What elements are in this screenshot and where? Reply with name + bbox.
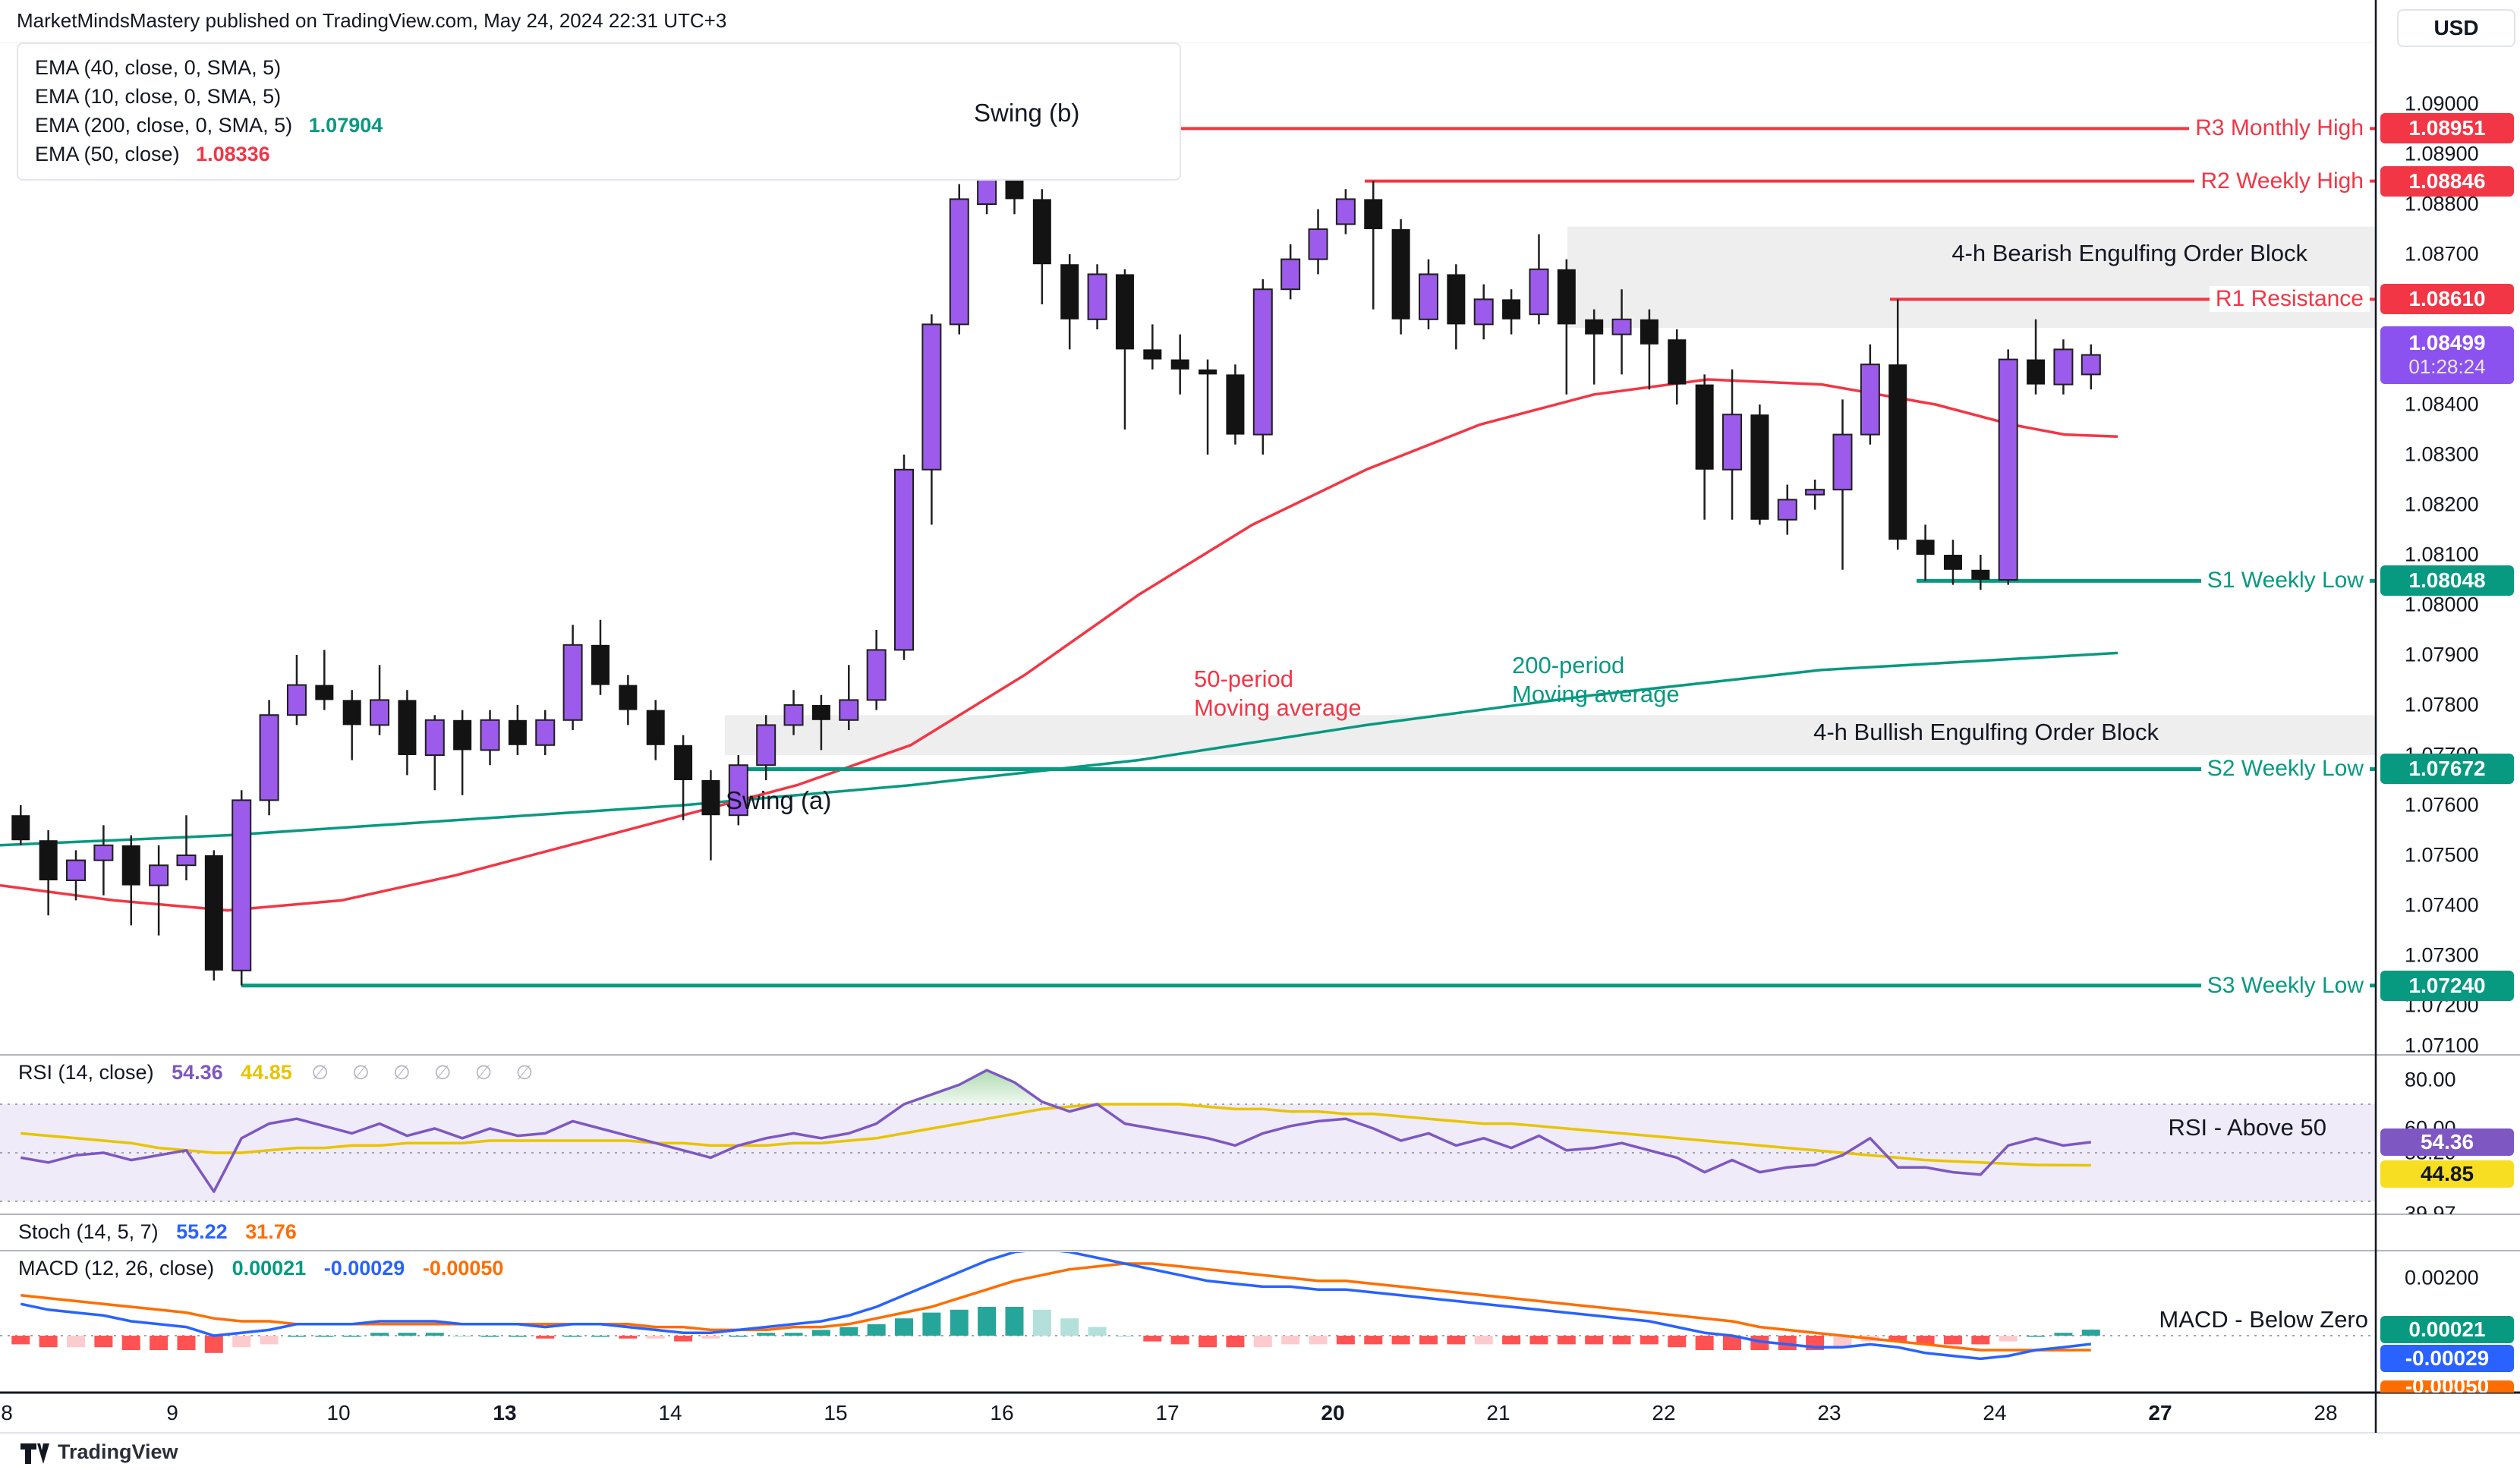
price-axis-tick[interactable]: 1.07300 bbox=[2405, 943, 2479, 967]
level-label-r3[interactable]: R3 Monthly High bbox=[2189, 115, 2370, 142]
tradingview-attribution[interactable]: TradingView bbox=[20, 1439, 178, 1465]
legend-value: 1.08336 bbox=[196, 143, 270, 165]
level-price-badge-s2: 1.07672 bbox=[2380, 754, 2514, 785]
price-axis-tick[interactable]: 1.08300 bbox=[2405, 442, 2479, 466]
macd-signal-value: -0.00050 bbox=[422, 1257, 504, 1280]
zone-label-bullish-ob: 4-h Bullish Engulfing Order Block bbox=[1813, 719, 2159, 745]
stoch-legend-title: Stoch (14, 5, 7) bbox=[18, 1220, 159, 1243]
date-axis-label[interactable]: 28 bbox=[2314, 1401, 2338, 1424]
legend-value: 1.07904 bbox=[308, 114, 383, 137]
legend-label: EMA (50, close) bbox=[35, 143, 180, 165]
level-label-s2[interactable]: S2 Weekly Low bbox=[2200, 756, 2370, 782]
stoch-k-value: 55.22 bbox=[176, 1220, 228, 1243]
rsi-badge: 54.36 bbox=[2380, 1128, 2514, 1157]
annotation-swing-b: Swing (b) bbox=[974, 99, 1080, 127]
price-axis-tick[interactable]: 1.07800 bbox=[2405, 693, 2479, 716]
legend-row-ema50[interactable]: EMA (50, close) 1.08336 bbox=[35, 143, 270, 166]
currency-button[interactable]: USD bbox=[2397, 9, 2515, 47]
legend-label: EMA (40, close, 0, SMA, 5) bbox=[35, 56, 282, 79]
date-axis-label[interactable]: 15 bbox=[824, 1401, 848, 1424]
current-price: 1.08499 bbox=[2408, 331, 2486, 355]
rsi-ma-badge: 44.85 bbox=[2380, 1160, 2514, 1188]
price-axis-tick[interactable]: 1.08900 bbox=[2405, 142, 2479, 165]
macd-legend[interactable]: MACD (12, 26, close) 0.00021 -0.00029 -0… bbox=[18, 1257, 503, 1280]
bar-countdown: 01:28:24 bbox=[2408, 355, 2486, 379]
price-axis-tick[interactable]: 1.09000 bbox=[2405, 92, 2479, 115]
zone-label-bearish-ob: 4-h Bearish Engulfing Order Block bbox=[1951, 240, 2307, 266]
date-axis-label[interactable]: 13 bbox=[493, 1401, 517, 1424]
price-axis-tick[interactable]: 1.07400 bbox=[2405, 893, 2479, 917]
macd-legend-title: MACD (12, 26, close) bbox=[18, 1257, 215, 1280]
price-axis-tick[interactable]: 1.08400 bbox=[2405, 392, 2479, 416]
rsi-legend[interactable]: RSI (14, close) 54.36 44.85 ∅ ∅ ∅ ∅ ∅ ∅ bbox=[18, 1061, 542, 1084]
annotation-macd-note: MACD - Below Zero bbox=[2159, 1306, 2368, 1333]
annotation-ma200-note: 200-period Moving average bbox=[1512, 652, 1680, 707]
rsi-legend-title: RSI (14, close) bbox=[18, 1061, 154, 1084]
price-axis-tick[interactable]: 1.07900 bbox=[2405, 643, 2479, 666]
level-label-r1[interactable]: R1 Resistance bbox=[2209, 286, 2370, 313]
date-axis-label[interactable]: 23 bbox=[1817, 1401, 1841, 1424]
tradingview-brand-text: TradingView bbox=[58, 1440, 178, 1463]
macd-axis-tick[interactable]: 0.00200 bbox=[2405, 1266, 2479, 1289]
current-price-badge: 1.08499 01:28:24 bbox=[2380, 326, 2514, 384]
date-axis-label[interactable]: 8 bbox=[1, 1401, 13, 1424]
rsi-value: 54.36 bbox=[172, 1061, 223, 1084]
level-price-badge-r3: 1.08951 bbox=[2380, 113, 2514, 144]
date-axis-label[interactable]: 17 bbox=[1155, 1401, 1180, 1424]
price-axis-tick[interactable]: 1.08000 bbox=[2405, 593, 2479, 616]
annotation-swing-a: Swing (a) bbox=[726, 786, 832, 814]
rsi-axis-tick-clipped[interactable]: 39.97 bbox=[2405, 1202, 2456, 1214]
level-price-badge-s1: 1.08048 bbox=[2380, 565, 2514, 596]
level-label-s3[interactable]: S3 Weekly Low bbox=[2200, 972, 2370, 999]
rsi-axis-tick[interactable]: 80.00 bbox=[2405, 1068, 2456, 1091]
price-axis-tick[interactable]: 1.08700 bbox=[2405, 242, 2479, 266]
date-axis-label[interactable]: 14 bbox=[658, 1401, 682, 1424]
publish-attribution: MarketMindsMastery published on TradingV… bbox=[17, 9, 727, 32]
macd-line-value: -0.00029 bbox=[323, 1257, 405, 1280]
legend-row-ema40[interactable]: EMA (40, close, 0, SMA, 5) bbox=[35, 56, 281, 80]
date-axis-label[interactable]: 27 bbox=[2148, 1401, 2172, 1424]
tradingview-logo-icon bbox=[20, 1443, 49, 1464]
level-label-s1[interactable]: S1 Weekly Low bbox=[2200, 568, 2370, 594]
annotation-rsi-note: RSI - Above 50 bbox=[2168, 1114, 2326, 1141]
level-label-r2[interactable]: R2 Weekly High bbox=[2194, 168, 2370, 194]
date-axis-label[interactable]: 9 bbox=[166, 1401, 178, 1424]
date-axis-label[interactable]: 20 bbox=[1321, 1401, 1345, 1424]
macd-line-badge: -0.00029 bbox=[2380, 1345, 2514, 1373]
legend-row-ema10[interactable]: EMA (10, close, 0, SMA, 5) bbox=[35, 85, 281, 109]
stoch-legend[interactable]: Stoch (14, 5, 7) 55.22 31.76 bbox=[18, 1220, 297, 1244]
macd-hist-badge: 0.00021 bbox=[2380, 1316, 2514, 1344]
level-price-badge-s3: 1.07240 bbox=[2380, 970, 2514, 1001]
legend-label: EMA (10, close, 0, SMA, 5) bbox=[35, 85, 282, 108]
rsi-ma-value: 44.85 bbox=[241, 1061, 292, 1084]
legend-row-ema200[interactable]: EMA (200, close, 0, SMA, 5) 1.07904 bbox=[35, 114, 383, 137]
legend-label: EMA (200, close, 0, SMA, 5) bbox=[35, 114, 293, 137]
date-axis-label[interactable]: 10 bbox=[326, 1401, 351, 1424]
level-price-badge-r1: 1.08610 bbox=[2380, 284, 2514, 315]
indicator-legend-card: EMA (40, close, 0, SMA, 5) EMA (10, clos… bbox=[17, 42, 1181, 181]
macd-hist-value: 0.00021 bbox=[232, 1257, 307, 1280]
annotation-ma50-note: 50-period Moving average bbox=[1194, 666, 1362, 721]
stoch-d-value: 31.76 bbox=[245, 1220, 297, 1243]
price-axis-tick[interactable]: 1.07600 bbox=[2405, 793, 2479, 817]
price-axis-tick[interactable]: 1.08200 bbox=[2405, 493, 2479, 516]
date-axis-label[interactable]: 22 bbox=[1652, 1401, 1676, 1424]
level-price-badge-r2: 1.08846 bbox=[2380, 165, 2514, 197]
price-axis-tick[interactable]: 1.07100 bbox=[2405, 1034, 2479, 1057]
date-axis-label[interactable]: 24 bbox=[1983, 1401, 2007, 1424]
price-axis-tick[interactable]: 1.07500 bbox=[2405, 843, 2479, 867]
date-axis-label[interactable]: 16 bbox=[990, 1401, 1014, 1424]
rsi-hidden-plot-icons: ∅ ∅ ∅ ∅ ∅ ∅ bbox=[311, 1061, 543, 1084]
date-axis-label[interactable]: 21 bbox=[1486, 1401, 1510, 1424]
price-axis-tick[interactable]: 1.08100 bbox=[2405, 543, 2479, 566]
macd-signal-badge: -0.00050 bbox=[2380, 1380, 2514, 1393]
